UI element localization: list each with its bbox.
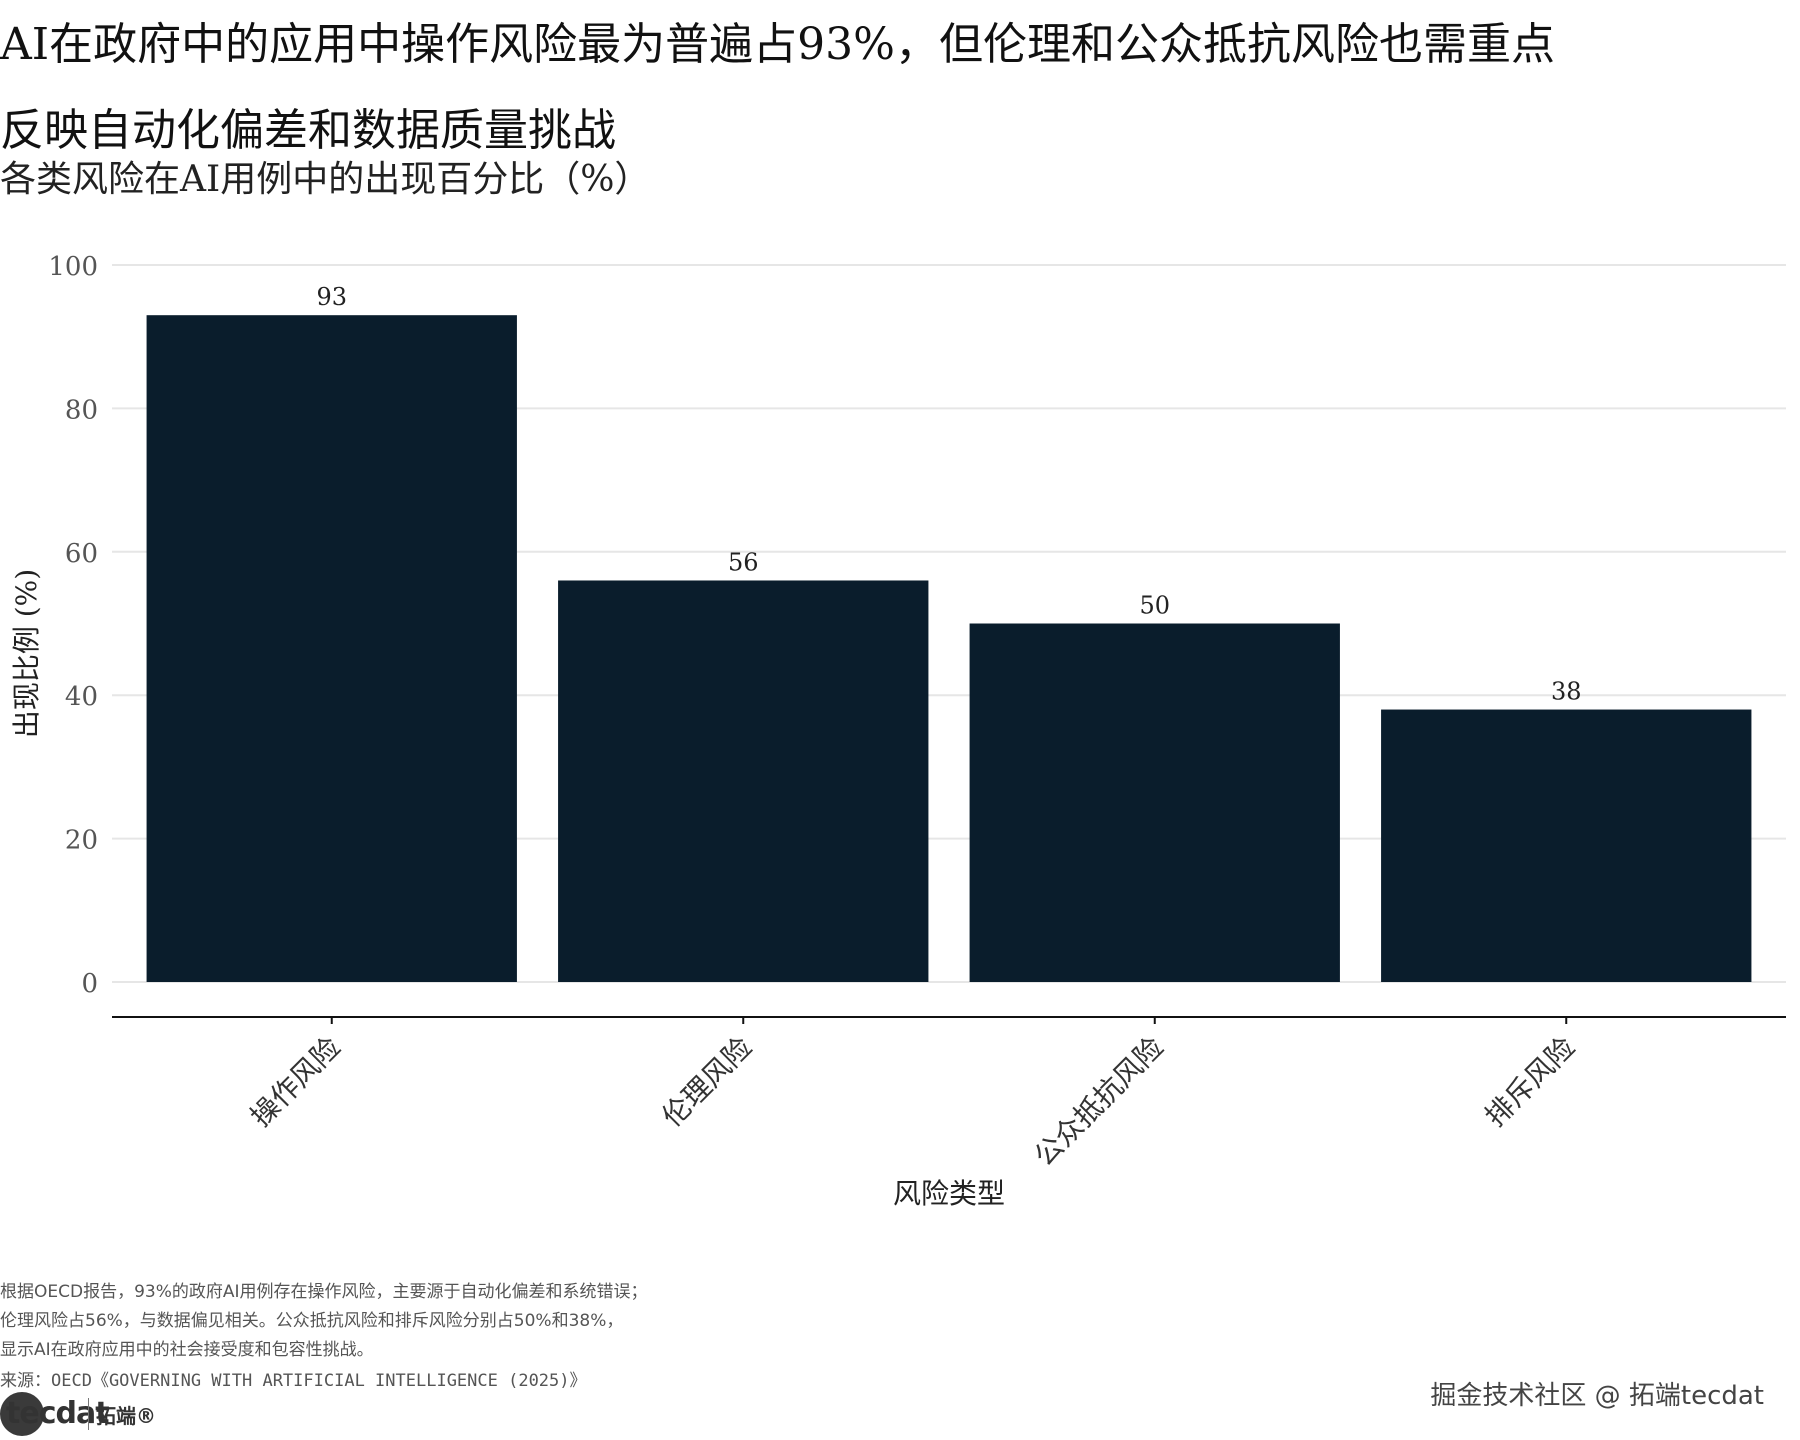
y-tick-label: 20 [65, 826, 98, 856]
y-tick-label: 40 [65, 682, 98, 712]
chart-subtitle: 各类风险在AI用例中的出现百分比（%） [0, 159, 651, 200]
x-tick-label: 操作风险 [244, 1031, 347, 1134]
y-tick-label: 80 [65, 395, 98, 425]
bar [969, 623, 1340, 982]
data-label: 38 [1551, 678, 1582, 706]
logo-wordmark: tecdat [6, 1396, 110, 1431]
x-tick-label: 伦理风险 [656, 1031, 759, 1134]
bar-chart: 93 56 50 38 0 20 40 60 80 100 操作风险 伦理风险 公众抵抗风险 排斥风险风… [10, 252, 1786, 1210]
y-axis-title: 出现比例 (%) [10, 569, 43, 738]
logo-circle-icon [0, 1392, 44, 1436]
bar [1381, 709, 1752, 982]
chart-title: AI在政府中的应用中操作风险最为普遍占93%，但伦理和公众抵抗风险也需重点 反映… [0, 2, 1800, 174]
bar [558, 580, 929, 982]
data-label: 93 [316, 283, 347, 311]
y-tick-label: 0 [81, 969, 98, 999]
logo-divider [88, 1398, 89, 1430]
caption-line-1: 根据OECD报告，93%的政府AI用例存在操作风险，主要源于自动化偏差和系统错误… [0, 1282, 648, 1302]
y-tick-label: 100 [48, 252, 98, 282]
logo-cn-text: 拓端® [96, 1404, 156, 1428]
bar [146, 315, 517, 982]
source-note: 来源：OECD《GOVERNING WITH ARTIFICIAL INTELL… [0, 1371, 587, 1391]
y-tick-label: 60 [65, 539, 98, 569]
title-line-1: AI在政府中的应用中操作风险最为普遍占93%，但伦理和公众抵抗风险也需重点 [0, 19, 1555, 70]
data-label: 50 [1139, 592, 1170, 620]
x-tick-label: 公众抵抗风险 [1028, 1031, 1170, 1173]
caption-line-3: 显示AI在政府应用中的社会接受度和包容性挑战。 [0, 1340, 374, 1360]
caption-line-2: 伦理风险占56%，与数据偏见相关。公众抵抗风险和排斥风险分别占50%和38%， [0, 1311, 624, 1331]
tecdat-logo: tecdat 拓端® [0, 1392, 156, 1436]
bar-layer: 93 56 50 38 [146, 283, 1752, 982]
watermark: 掘金技术社区 @ 拓端tecdat [1430, 1381, 1764, 1411]
x-axis-title: 风险类型 [893, 1177, 1005, 1210]
data-label: 56 [728, 548, 759, 576]
title-line-2: 反映自动化偏差和数据质量挑战 [0, 105, 616, 156]
x-tick-label: 排斥风险 [1479, 1031, 1582, 1134]
chart-caption: 根据OECD报告，93%的政府AI用例存在操作风险，主要源于自动化偏差和系统错误… [0, 1278, 648, 1365]
